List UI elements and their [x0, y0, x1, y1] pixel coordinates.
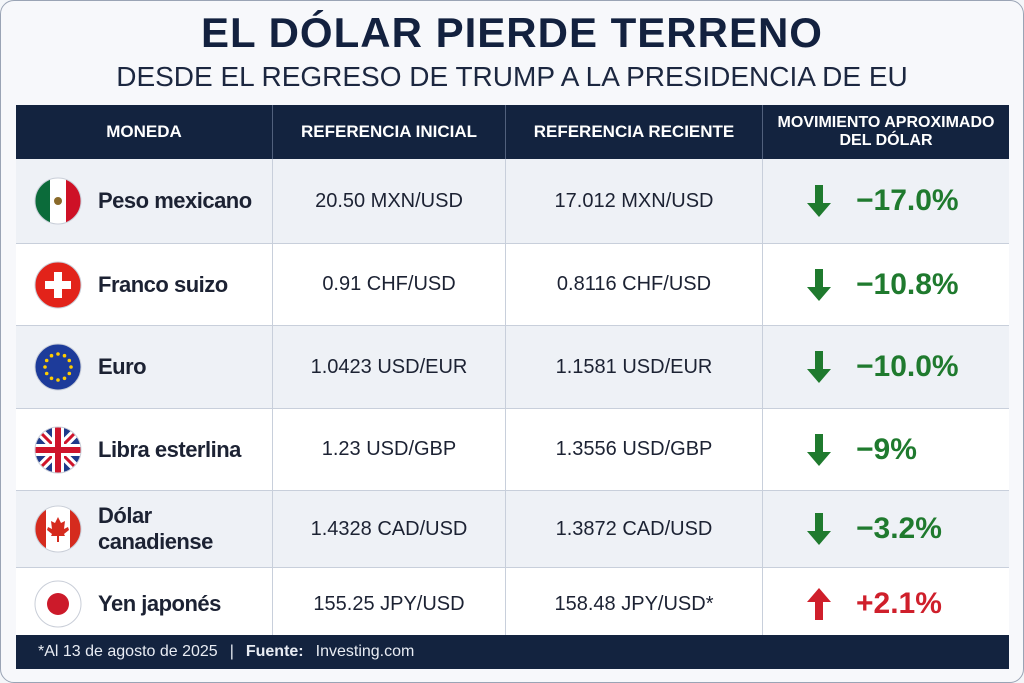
flag-icon: [34, 580, 82, 628]
recent-reference: 17.012 MXN/USD: [506, 159, 763, 243]
currency-cell: Dólar canadiense: [16, 491, 273, 567]
currency-name: Libra esterlina: [98, 436, 241, 462]
currency-cell: Franco suizo: [16, 244, 273, 325]
recent-reference: 158.48 JPY/USD*: [506, 568, 763, 640]
initial-reference: 20.50 MXN/USD: [273, 159, 506, 243]
column-header: REFERENCIA INICIAL: [273, 105, 506, 159]
flag-icon: [34, 343, 82, 391]
footnote: *Al 13 de agosto de 2025: [38, 643, 218, 660]
initial-reference: 0.91 CHF/USD: [273, 244, 506, 325]
currency-name: Euro: [98, 354, 147, 379]
source: Investing.com: [315, 643, 415, 660]
direction-arrow: [807, 351, 831, 383]
table-row: Peso mexicano 20.50 MXN/USD 17.012 MXN/USD…: [16, 159, 1009, 244]
initial-reference: 1.0423 USD/EUR: [273, 326, 506, 408]
source-label: Fuente:: [245, 643, 304, 660]
currency-cell: Yen japonés: [16, 568, 273, 640]
title: EL DÓLAR PIERDE TERRENO: [201, 9, 823, 56]
subtitle: DESDE EL REGRESO DE TRUMP A LA PRESIDENC…: [116, 61, 908, 92]
movement-cell: −17.0%: [763, 159, 1009, 243]
column-header: MOVIMIENTO APROXIMADO DEL DÓLAR: [777, 114, 995, 149]
flag-icon: [34, 426, 82, 473]
movement-cell: −9%: [763, 409, 1009, 490]
table-header: MONEDA REFERENCIA INICIAL REFERENCIA REC…: [16, 105, 1009, 159]
currency-name: Franco suizo: [98, 271, 228, 297]
table-row: Dólar canadiense 1.4328 CAD/USD 1.3872 CAD…: [16, 491, 1009, 568]
initial-reference: 155.25 JPY/USD: [273, 568, 506, 640]
movement-value: +2.1%: [856, 587, 942, 620]
movement-value: −17.0%: [856, 184, 959, 217]
movement-value: −9%: [856, 432, 917, 466]
recent-reference: 1.3872 CAD/USD: [506, 491, 763, 567]
flag-icon: [34, 177, 82, 225]
currency-cell: Peso mexicano: [16, 159, 273, 243]
column-header: REFERENCIA RECIENTE: [506, 105, 763, 159]
currency-name: Dólar canadiense: [98, 503, 213, 554]
initial-reference: 1.4328 CAD/USD: [273, 491, 506, 567]
direction-arrow: [807, 513, 831, 545]
movement-cell: −10.8%: [763, 244, 1009, 325]
movement-value: −10.8%: [856, 267, 959, 301]
table-row: Franco suizo 0.91 CHF/USD 0.8116 CHF/USD −1…: [16, 244, 1009, 326]
currency-name: Yen japonés: [98, 591, 221, 616]
movement-cell: −10.0%: [763, 326, 1009, 408]
currency-cell: Libra esterlina: [16, 409, 273, 490]
initial-reference: 1.23 USD/GBP: [273, 409, 506, 490]
direction-arrow: [807, 268, 831, 301]
currency-cell: Euro: [16, 326, 273, 408]
footer: *Al 13 de agosto de 2025 | Fuente: Inves…: [16, 635, 1009, 669]
table: MONEDA REFERENCIA INICIAL REFERENCIA REC…: [16, 105, 1009, 641]
flag-icon: [34, 505, 82, 553]
table-row: Yen japonés 155.25 JPY/USD 158.48 JPY/USD*…: [16, 568, 1009, 641]
direction-arrow: [807, 185, 831, 217]
movement-cell: +2.1%: [763, 568, 1009, 640]
currency-name: Peso mexicano: [98, 188, 252, 213]
movement-cell: −3.2%: [763, 491, 1009, 567]
table-row: Euro 1.0423 USD/EUR 1.1581 USD/EUR −10.0%: [16, 326, 1009, 409]
separator: |: [229, 643, 234, 660]
direction-arrow: [807, 588, 831, 620]
movement-value: −10.0%: [856, 350, 959, 383]
table-body: Peso mexicano 20.50 MXN/USD 17.012 MXN/USD…: [16, 159, 1009, 641]
recent-reference: 1.1581 USD/EUR: [506, 326, 763, 408]
table-row: Libra esterlina 1.23 USD/GBP 1.3556 USD/GB…: [16, 409, 1009, 491]
movement-value: −3.2%: [856, 512, 942, 545]
column-header: MONEDA: [16, 105, 273, 159]
recent-reference: 1.3556 USD/GBP: [506, 409, 763, 490]
direction-arrow: [807, 433, 831, 466]
flag-icon: [34, 261, 82, 308]
recent-reference: 0.8116 CHF/USD: [506, 244, 763, 325]
